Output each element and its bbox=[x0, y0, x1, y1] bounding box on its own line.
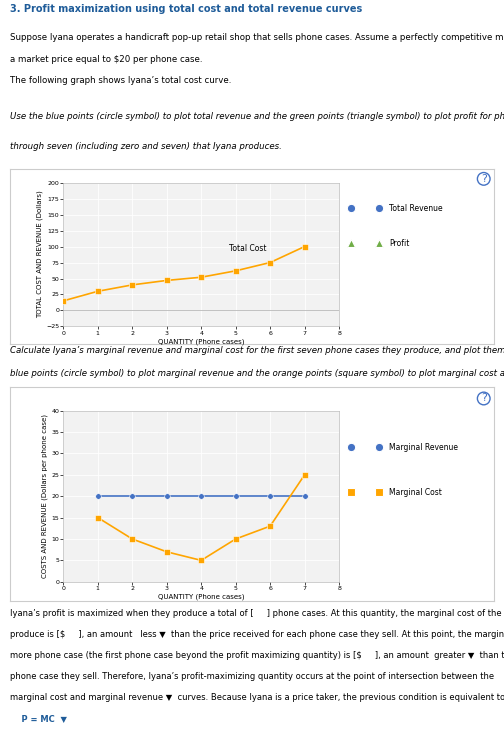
Text: Marginal Cost: Marginal Cost bbox=[389, 488, 442, 497]
Text: P = MC  ▼: P = MC ▼ bbox=[10, 714, 67, 723]
Text: Total Revenue: Total Revenue bbox=[389, 203, 443, 212]
Text: phone case they sell. Therefore, Iyana’s profit-maximizing quantity occurs at th: phone case they sell. Therefore, Iyana’s… bbox=[10, 672, 494, 681]
Y-axis label: COSTS AND REVENUE (Dollars per phone case): COSTS AND REVENUE (Dollars per phone cas… bbox=[42, 414, 48, 578]
Text: a market price equal to $20 per phone case.: a market price equal to $20 per phone ca… bbox=[10, 54, 203, 64]
X-axis label: QUANTITY (Phone cases): QUANTITY (Phone cases) bbox=[158, 593, 244, 600]
Text: more phone case (the first phone case beyond the profit maximizing quantity) is : more phone case (the first phone case be… bbox=[10, 651, 504, 660]
Text: Total Cost: Total Cost bbox=[229, 244, 266, 253]
Y-axis label: TOTAL COST AND REVENUE (Dollars): TOTAL COST AND REVENUE (Dollars) bbox=[37, 191, 43, 318]
Text: Suppose Iyana operates a handicraft pop-up retail shop that sells phone cases. A: Suppose Iyana operates a handicraft pop-… bbox=[10, 33, 504, 42]
Text: produce is [$     ], an amount   less ▼  than the price received for each phone : produce is [$ ], an amount less ▼ than t… bbox=[10, 631, 504, 640]
Text: Marginal Revenue: Marginal Revenue bbox=[389, 443, 458, 451]
Text: through seven (including zero and seven) that Iyana produces.: through seven (including zero and seven)… bbox=[10, 142, 282, 151]
Text: 3. Profit maximization using total cost and total revenue curves: 3. Profit maximization using total cost … bbox=[10, 4, 362, 14]
Text: Use the blue points (circle symbol) to plot total revenue and the green points (: Use the blue points (circle symbol) to p… bbox=[10, 112, 504, 121]
Text: The following graph shows Iyana’s total cost curve.: The following graph shows Iyana’s total … bbox=[10, 76, 231, 85]
X-axis label: QUANTITY (Phone cases): QUANTITY (Phone cases) bbox=[158, 339, 244, 345]
Text: ?: ? bbox=[481, 393, 487, 404]
Text: blue points (circle symbol) to plot marginal revenue and the orange points (squa: blue points (circle symbol) to plot marg… bbox=[10, 369, 504, 378]
Text: marginal cost and marginal revenue ▼  curves. Because Iyana is a price taker, th: marginal cost and marginal revenue ▼ cur… bbox=[10, 692, 504, 702]
Text: Iyana’s profit is maximized when they produce a total of [     ] phone cases. At: Iyana’s profit is maximized when they pr… bbox=[10, 609, 504, 618]
Text: Profit: Profit bbox=[389, 239, 409, 248]
Text: Calculate Iyana’s marginal revenue and marginal cost for the first seven phone c: Calculate Iyana’s marginal revenue and m… bbox=[10, 346, 504, 355]
Text: ?: ? bbox=[481, 174, 487, 184]
